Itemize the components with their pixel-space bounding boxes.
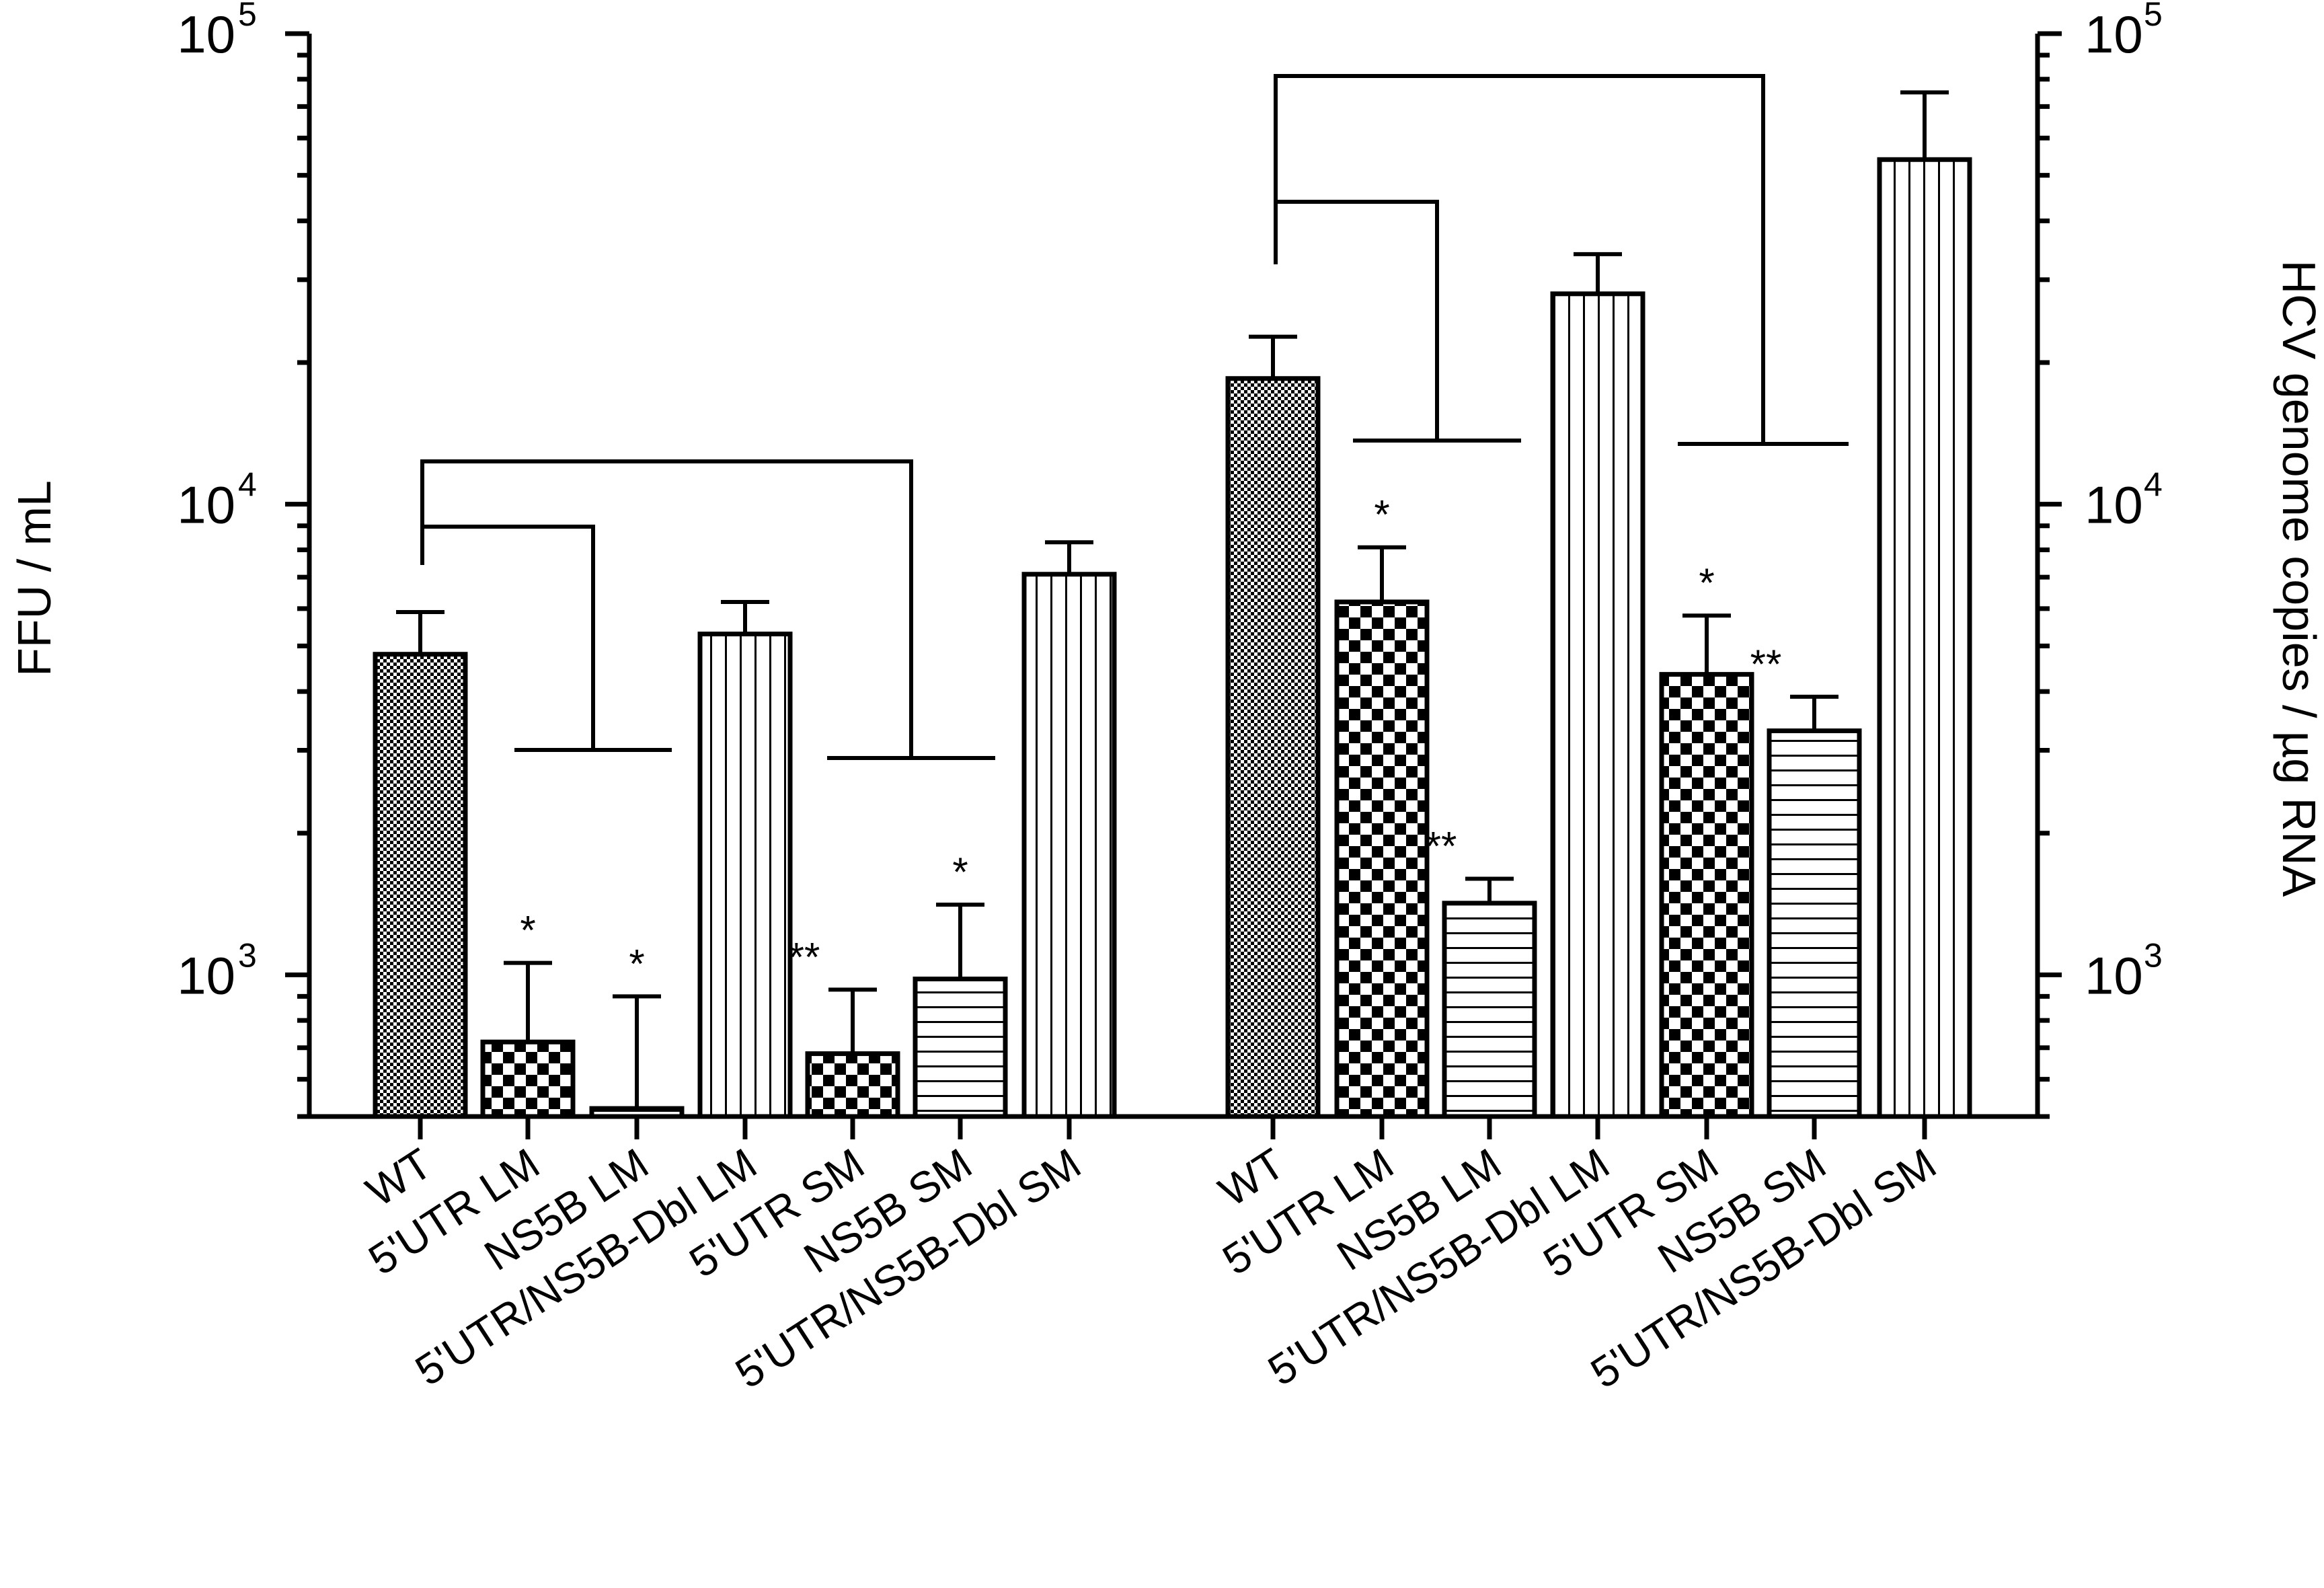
bars (373, 90, 1972, 1119)
significance-mark: ** (1426, 824, 1457, 869)
significance-mark: * (1374, 492, 1389, 537)
bar (1442, 901, 1537, 1119)
axes (285, 31, 2062, 1139)
comparison-bracket (1274, 74, 1849, 446)
y-axis-title-right: HCV genome copies / µg RNA (2273, 260, 2324, 897)
significance-mark: * (629, 941, 644, 986)
y-tick-label-left: 10 (177, 946, 235, 1005)
y-tick-label-right: 10 (2085, 5, 2143, 64)
y-tick-exponent-right: 5 (2144, 0, 2163, 33)
significance-mark: ** (789, 934, 820, 979)
y-tick-label-left: 10 (177, 5, 235, 64)
bar (1334, 599, 1430, 1119)
bar (805, 1051, 900, 1119)
bar (1550, 291, 1645, 1119)
comparison-bracket (420, 459, 995, 760)
bar (1021, 572, 1117, 1119)
y-tick-label-right: 10 (2085, 946, 2143, 1005)
bar (480, 1039, 576, 1119)
significance-mark: * (1699, 560, 1714, 605)
y-tick-label-right: 10 (2085, 476, 2143, 535)
bar (1659, 672, 1754, 1119)
y-tick-exponent-left: 3 (238, 936, 257, 974)
y-tick-exponent-right: 3 (2144, 936, 2163, 974)
y-axis-title-left: FFU / mL (8, 480, 61, 677)
bar (697, 632, 793, 1119)
significance-mark: ** (1750, 642, 1782, 687)
y-tick-label-left: 10 (177, 476, 235, 535)
bar (913, 977, 1008, 1119)
significance-mark: * (520, 908, 535, 953)
bar (1225, 376, 1321, 1119)
bar (373, 652, 468, 1119)
significance-brackets (420, 74, 1849, 760)
y-tick-exponent-left: 4 (238, 466, 257, 504)
significance-mark: * (952, 849, 968, 895)
labels: WT*5'UTR LM*NS5B LM5'UTR/NS5B-Dbl LM**5'… (8, 0, 2324, 1398)
y-tick-exponent-right: 4 (2144, 466, 2163, 504)
y-tick-exponent-left: 5 (238, 0, 257, 33)
bar (1767, 728, 1862, 1119)
bar (1877, 157, 1972, 1119)
